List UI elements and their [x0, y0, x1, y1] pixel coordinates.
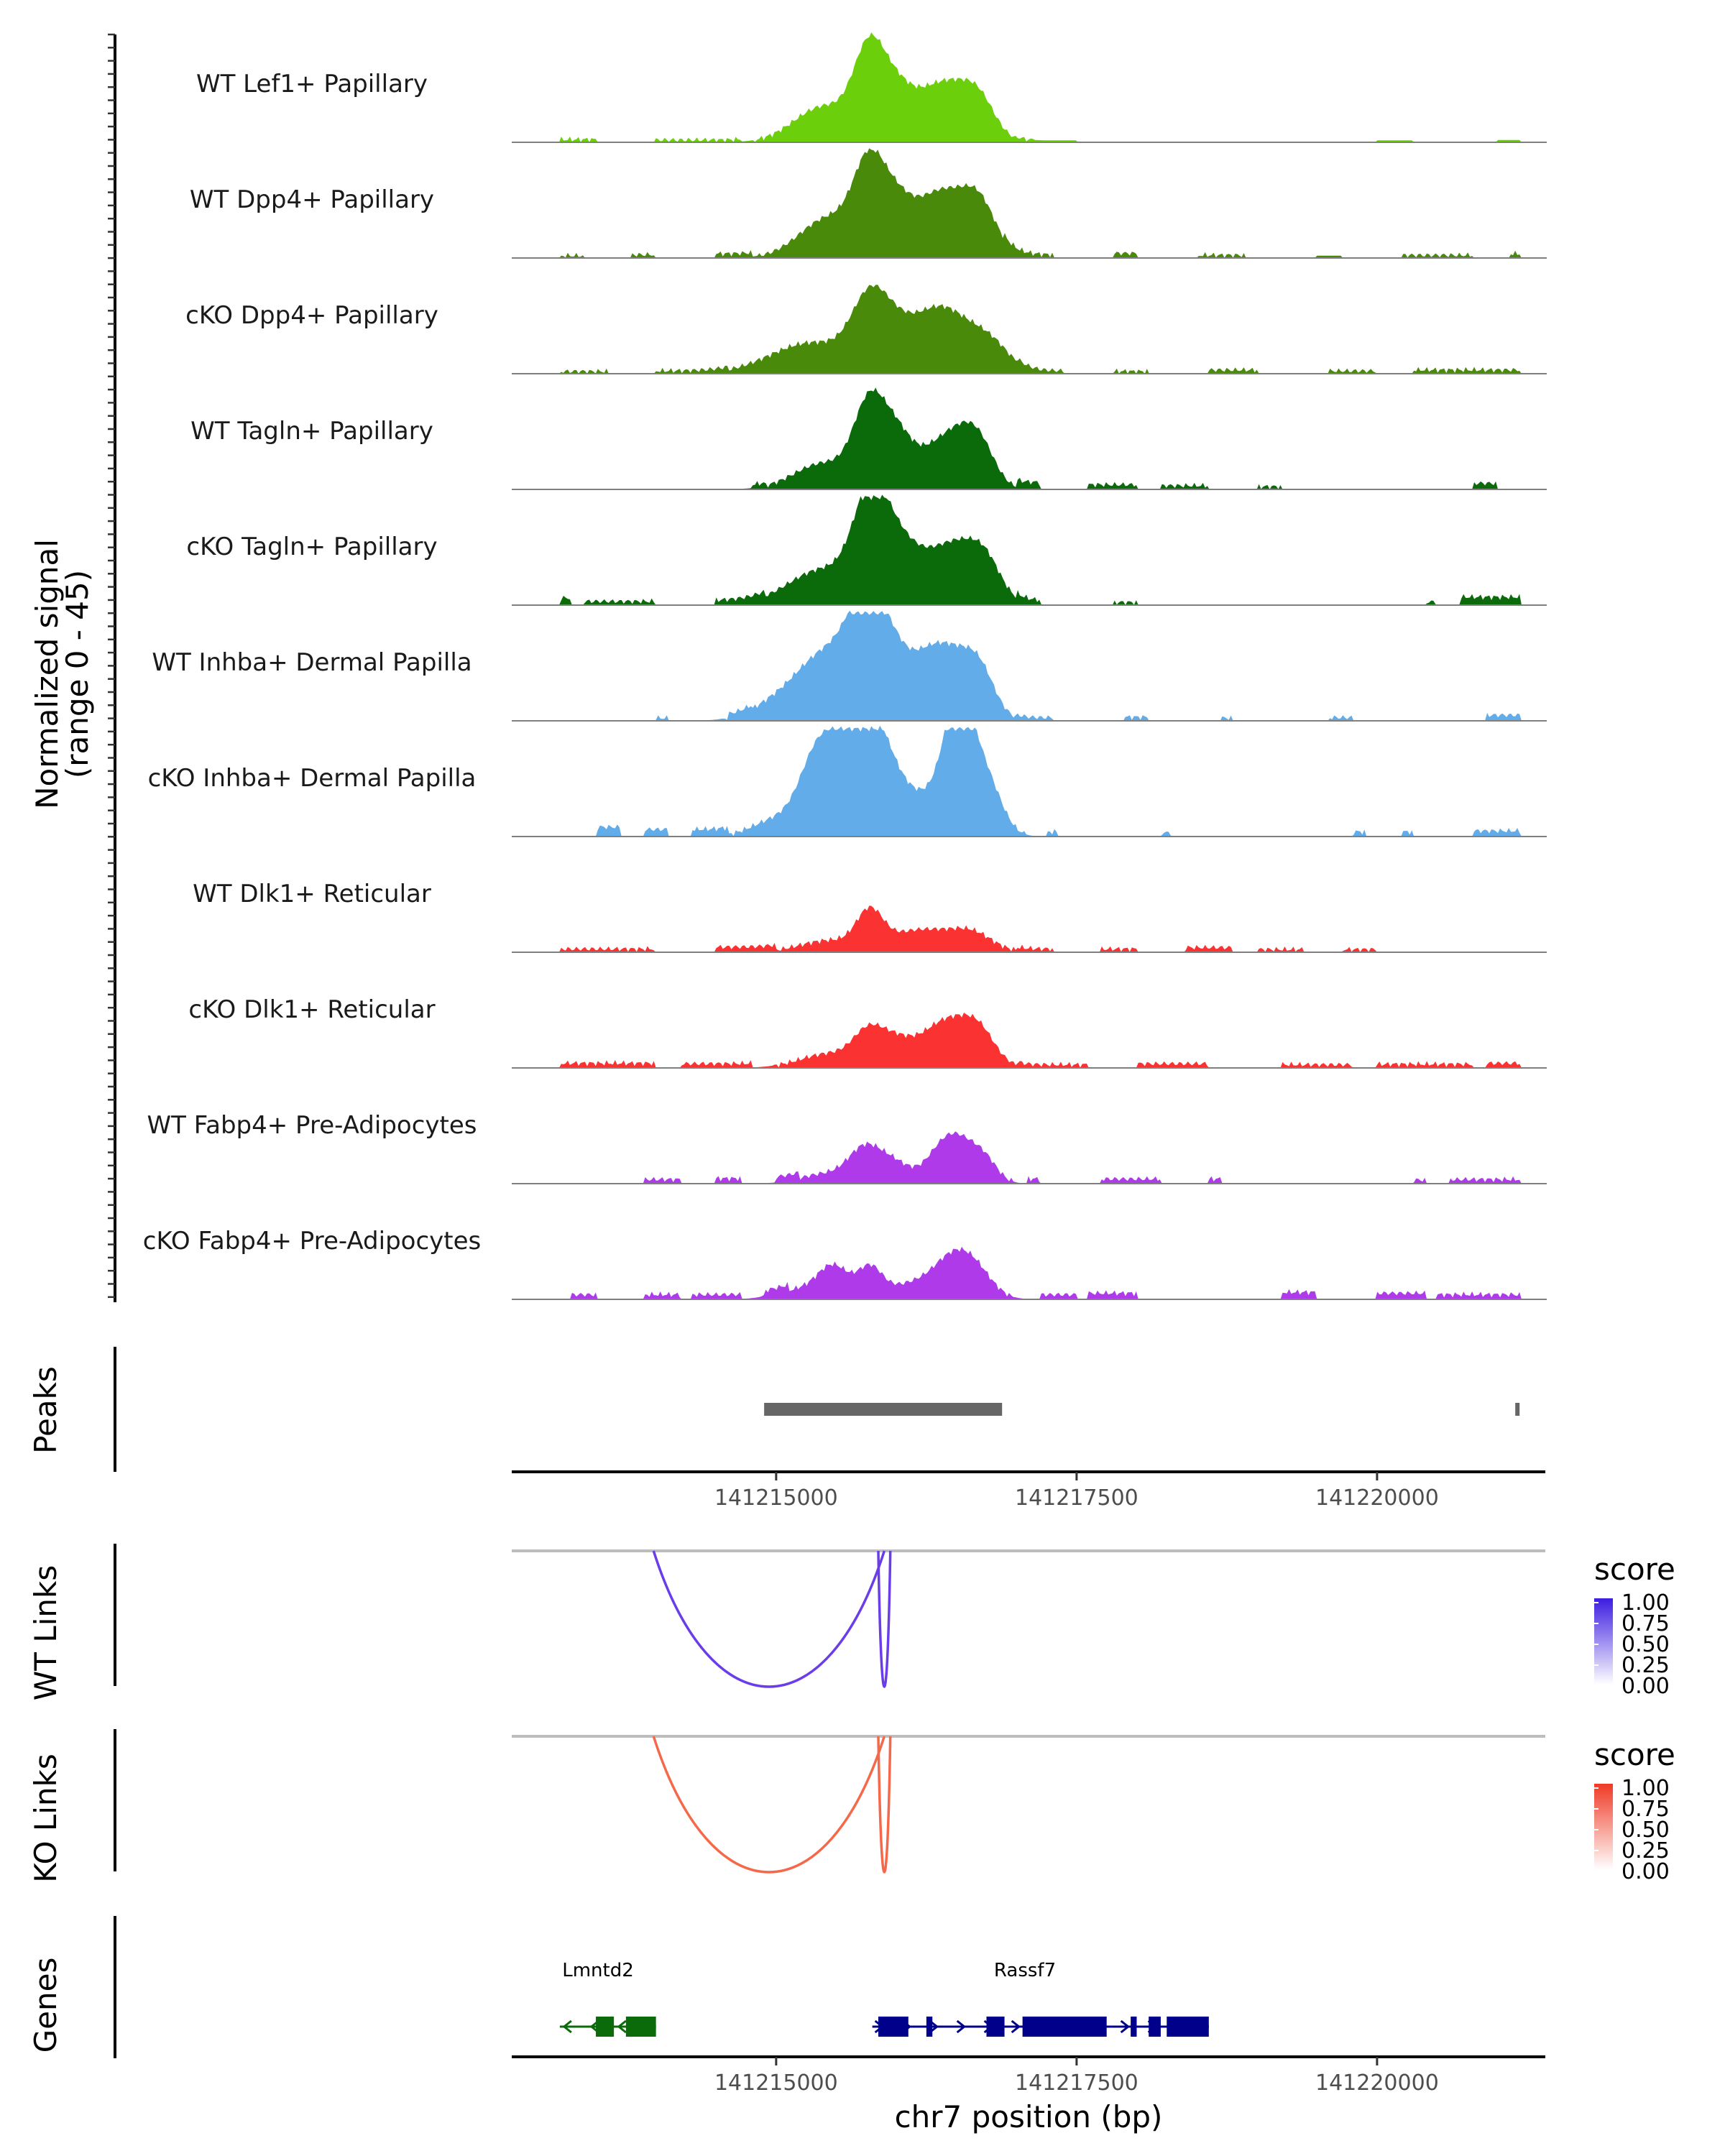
track-label: WT Dpp4+ Papillary: [190, 185, 434, 214]
coverage-area: [512, 906, 1545, 952]
track-label: WT Inhba+ Dermal Papilla: [152, 648, 472, 677]
track-label: WT Tagln+ Papillary: [190, 417, 433, 446]
ko-legend-title: score: [1594, 1737, 1675, 1772]
gene-exon: [1022, 2017, 1107, 2037]
coverage-track: cKO Dpp4+ Papillary: [185, 285, 1547, 374]
coverage-area: [512, 610, 1545, 721]
gene: Lmntd2: [559, 1960, 656, 2037]
legend-colorbar: [1594, 1784, 1613, 1870]
genes-ylabel: Genes: [28, 1958, 63, 2053]
peak-region: [1515, 1403, 1520, 1416]
legend-label: 1.00: [1622, 1590, 1670, 1616]
peak-region: [764, 1403, 1003, 1416]
link-arc: [652, 1550, 886, 1688]
legend-label: 1.00: [1622, 1776, 1670, 1801]
legend-label: 0.50: [1622, 1818, 1670, 1843]
x-tick-label: 141220000: [1315, 2070, 1439, 2096]
coverage-area: [512, 1246, 1545, 1299]
links-tracks: [114, 1544, 1545, 1874]
coverage-track: cKO Inhba+ Dermal Papilla: [148, 725, 1547, 837]
gene-exon: [986, 2017, 1005, 2037]
strand-arrow: [1011, 2019, 1021, 2034]
legend-label: 0.00: [1622, 1674, 1670, 1699]
ko-links-ylabel: KO Links: [28, 1754, 63, 1883]
strand-arrow: [956, 2019, 967, 2034]
track-label: cKO Fabp4+ Pre-Adipocytes: [143, 1227, 482, 1256]
coverage-area: [512, 1013, 1545, 1068]
legend-label: 0.00: [1622, 1859, 1670, 1884]
track-label: WT Lef1+ Papillary: [196, 70, 428, 98]
x-tick-label: 141215000: [714, 2070, 838, 2096]
wt-legend-title: score: [1594, 1552, 1675, 1587]
coverage-track: WT Dpp4+ Papillary: [190, 148, 1547, 259]
coverage-track: cKO Dlk1+ Reticular: [188, 995, 1547, 1069]
coverage-track: WT Inhba+ Dermal Papilla: [152, 610, 1547, 722]
gene-exon: [926, 2017, 933, 2037]
gene-exon: [1149, 2017, 1161, 2037]
coverage-track: WT Lef1+ Papillary: [196, 32, 1547, 143]
ko-score-legend: score 1.000.750.500.250.00: [1594, 1737, 1675, 1884]
gene-name-label: Rassf7: [994, 1960, 1056, 1981]
x-tick-label: 141215000: [714, 1485, 838, 1511]
coverage-track: WT Fabp4+ Pre-Adipocytes: [147, 1111, 1547, 1184]
genes-track: Lmntd2 Rassf7 141215000 141217500 141220000: [114, 1916, 1545, 2096]
track-label: WT Fabp4+ Pre-Adipocytes: [147, 1111, 477, 1140]
track-label: cKO Tagln+ Papillary: [186, 533, 437, 561]
gene-exon: [878, 2017, 908, 2037]
track-label: WT Dlk1+ Reticular: [193, 880, 431, 908]
gene: Rassf7: [872, 1960, 1209, 2037]
coverage-tracks: WT Lef1+ Papillary WT Dpp4+ Papillary cKO …: [108, 32, 1547, 1302]
coverage-track: cKO Tagln+ Papillary: [186, 494, 1547, 606]
coverage-area: [512, 285, 1545, 374]
link-track: [114, 1544, 1545, 1688]
x-tick-label: 141217500: [1015, 1485, 1138, 1511]
x-axis-title: chr7 position (bp): [895, 2099, 1163, 2134]
link-track: [114, 1729, 1545, 1874]
link-arc: [877, 1550, 892, 1688]
coverage-track: WT Dlk1+ Reticular: [193, 880, 1547, 953]
strand-arrow: [1120, 2019, 1131, 2034]
coverage-area: [512, 387, 1545, 489]
strand-arrow: [562, 2019, 572, 2034]
legend-colorbar: [1594, 1598, 1613, 1685]
legend-label: 0.75: [1622, 1611, 1670, 1636]
legend-label: 0.50: [1622, 1632, 1670, 1657]
coverage-area: [512, 32, 1545, 142]
wt-links-ylabel: WT Links: [28, 1565, 63, 1700]
wt-score-legend: score 1.000.750.500.250.00: [1594, 1552, 1675, 1699]
coverage-ylabel-line2: (range 0 - 45): [60, 570, 95, 778]
gene-exon: [596, 2017, 615, 2037]
legend-label: 0.25: [1622, 1838, 1670, 1864]
gene-exon: [1131, 2017, 1137, 2037]
gene-exon: [1167, 2017, 1209, 2037]
coverage-track: WT Tagln+ Papillary: [190, 387, 1547, 490]
link-arc: [877, 1736, 892, 1874]
gene-exon: [625, 2017, 656, 2037]
coverage-area: [512, 725, 1545, 837]
gene-name-label: Lmntd2: [562, 1960, 634, 1981]
peaks-track: 141215000 141217500 141220000: [114, 1347, 1545, 1511]
coverage-ylabel-line1: Normalized signal: [29, 539, 65, 809]
x-tick-label: 141217500: [1015, 2070, 1138, 2096]
x-tick-label: 141220000: [1315, 1485, 1439, 1511]
strand-arrow: [617, 2019, 627, 2034]
coverage-area: [512, 1131, 1545, 1184]
coverage-area: [512, 494, 1545, 605]
coverage-track: cKO Fabp4+ Pre-Adipocytes: [143, 1227, 1547, 1300]
legend-label: 0.75: [1622, 1797, 1670, 1822]
track-label: cKO Dlk1+ Reticular: [188, 995, 435, 1024]
link-arc: [652, 1736, 886, 1874]
coverage-area: [512, 148, 1545, 258]
legend-label: 0.25: [1622, 1653, 1670, 1678]
track-label: cKO Inhba+ Dermal Papilla: [148, 764, 477, 793]
track-label: cKO Dpp4+ Papillary: [185, 301, 438, 330]
peaks-ylabel: Peaks: [28, 1366, 63, 1454]
